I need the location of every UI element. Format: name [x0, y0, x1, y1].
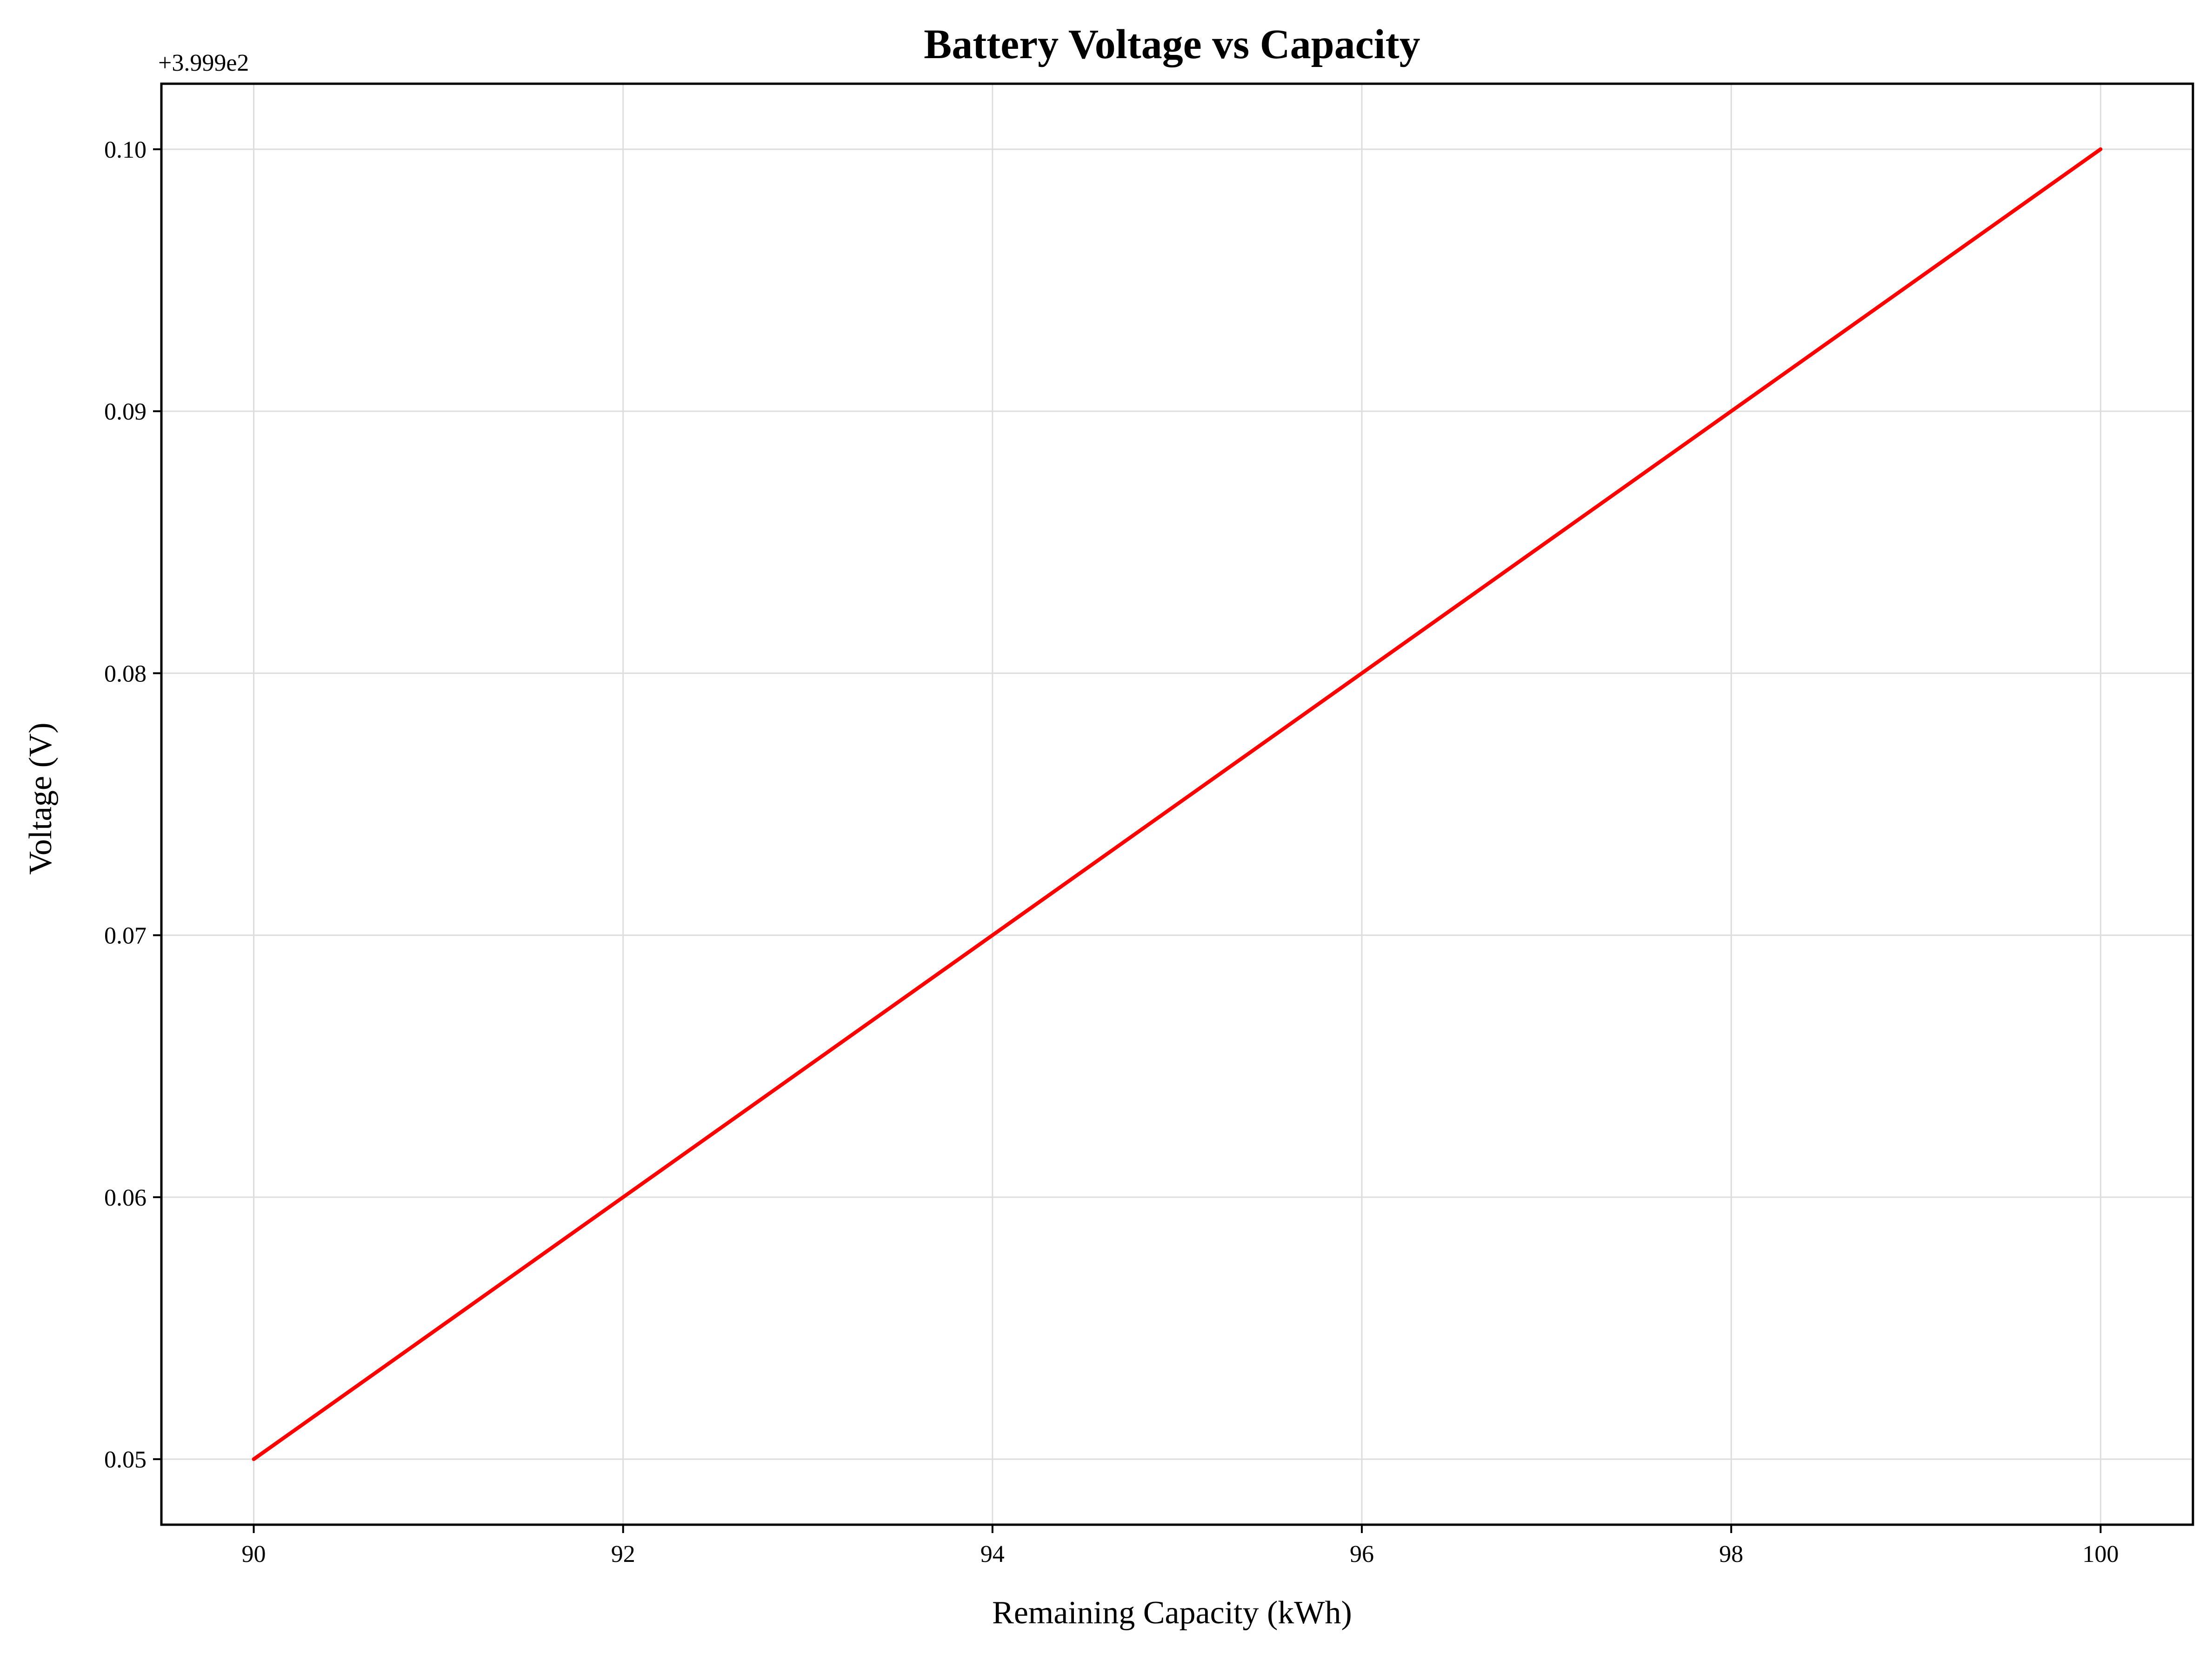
y-tick-label: 0.07: [104, 923, 147, 949]
x-tick-label: 94: [980, 1541, 1005, 1567]
x-tick-label: 96: [1350, 1541, 1374, 1567]
x-tick-label: 90: [242, 1541, 266, 1567]
x-axis-label: Remaining Capacity (kWh): [992, 1595, 1352, 1631]
y-tick-label: 0.06: [104, 1185, 147, 1211]
y-tick-label: 0.09: [104, 399, 147, 425]
y-axis-label: Voltage (V): [23, 722, 59, 874]
grid: [161, 84, 2193, 1525]
x-tick-label: 98: [1719, 1541, 1743, 1567]
y-axis-offset-label: +3.999e2: [158, 50, 249, 76]
series-line: [252, 147, 2103, 1461]
series-layer: [252, 147, 2103, 1461]
y-tick-label: 0.05: [104, 1447, 147, 1473]
x-tick-label: 92: [611, 1541, 635, 1567]
y-tick-label: 0.08: [104, 660, 147, 687]
y-axis-ticks: 0.05 0.06 0.07 0.08 0.09 0.10: [104, 137, 161, 1473]
plot-area-frame: [160, 82, 2194, 1526]
x-axis-ticks: 90 92 94 96 98 100: [242, 1525, 2119, 1567]
y-tick-label: 0.10: [104, 137, 147, 163]
x-tick-label: 100: [2082, 1541, 2119, 1567]
chart-title: Battery Voltage vs Capacity: [924, 21, 1420, 67]
